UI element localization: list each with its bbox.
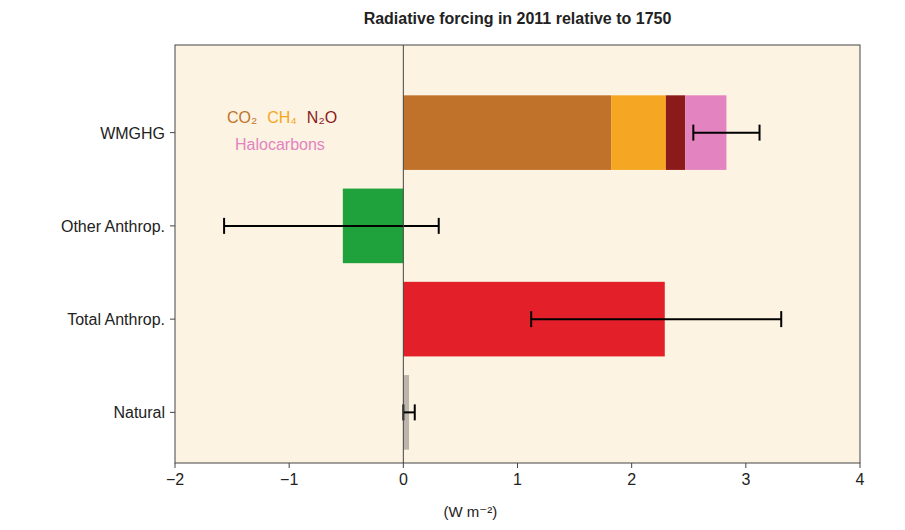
x-tick-label: −1 [280,471,298,488]
y-tick [170,319,175,320]
x-tick-label: 3 [741,471,750,488]
category-label: Total Anthrop. [67,311,165,328]
error-cap [438,218,440,234]
y-tick [170,412,175,413]
x-tick [289,463,290,468]
error-cap [223,218,225,234]
x-tick [175,463,176,468]
error-bar [531,311,781,327]
category-label: Other Anthrop. [61,218,165,235]
error-cap [530,311,532,327]
error-bar [693,125,759,141]
error-cap [759,125,761,141]
x-axis-label: (W m⁻²) [444,503,498,520]
chart: Radiative forcing in 2011 relative to 17… [0,0,905,530]
error-line [693,132,759,134]
y-tick [170,132,175,133]
x-tick-label: 2 [627,471,636,488]
error-bar [403,404,414,420]
bar-segment [611,95,666,170]
plot-area [175,45,860,463]
x-tick [403,463,404,468]
marks [224,95,781,449]
bar-segment [403,95,611,170]
legend-entry: CO₂ [227,109,257,126]
error-cap [780,311,782,327]
x-tick-label: −2 [166,471,184,488]
zero-line [403,45,404,463]
error-cap [414,404,416,420]
x-tick [631,463,632,468]
x-tick [517,463,518,468]
title: Radiative forcing in 2011 relative to 17… [364,10,672,27]
error-line [531,318,781,320]
x-tick-label: 1 [513,471,522,488]
y-tick [170,225,175,226]
error-cap [692,125,694,141]
legend-entry: N₂O [307,109,337,126]
bar-segment [666,95,685,170]
error-line [403,411,414,413]
category-label: WMGHG [100,125,165,142]
legend-entry: CH₄ [267,109,297,126]
legend-entry: Halocarbons [235,136,325,153]
x-tick-label: 4 [856,471,865,488]
error-line [224,225,439,227]
category-label: Natural [113,404,165,421]
error-bar [224,218,439,234]
x-tick [860,463,861,468]
x-tick [745,463,746,468]
x-tick-label: 0 [399,471,408,488]
